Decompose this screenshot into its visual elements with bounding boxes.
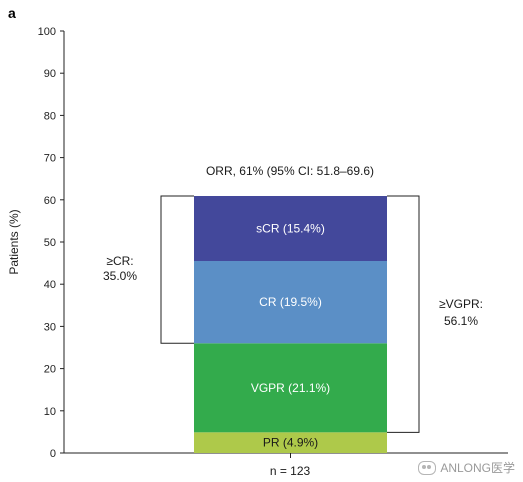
- y-tick-label: 100: [38, 26, 56, 38]
- stacked-bar: PR (4.9%) VGPR (21.1%) CR (19.5%) sCR (15.4…: [194, 196, 387, 458]
- bar-segment-label-scr: sCR (15.4%): [256, 221, 325, 235]
- y-axis-label: Patients (%): [7, 209, 21, 274]
- y-tick-label: 0: [50, 448, 56, 460]
- wechat-icon: [418, 460, 437, 475]
- vgpr-bracket: [387, 195, 420, 433]
- bar-segment-pr: [194, 432, 387, 453]
- category-label: n = 123: [270, 464, 311, 478]
- panel-label: a: [8, 5, 16, 21]
- y-tick-label: 20: [44, 364, 56, 376]
- cr-bracket: [160, 195, 194, 344]
- y-tick-label: 60: [44, 195, 56, 207]
- y-tick-label: 80: [44, 110, 56, 122]
- watermark-text: ANLONG医学: [440, 461, 515, 475]
- y-tick-label: 40: [44, 279, 56, 291]
- brackets: [160, 195, 420, 433]
- y-tick-label: 70: [44, 153, 56, 165]
- bar-segment-cr: [194, 260, 387, 344]
- watermark: ANLONG医学: [418, 459, 515, 476]
- bar-segment-label-cr: CR (19.5%): [259, 295, 322, 309]
- bar-segment-scr: [194, 196, 387, 261]
- orr-annotation: ORR, 61% (95% CI: 51.8–69.6): [206, 164, 374, 178]
- y-tick-label: 90: [44, 68, 56, 80]
- bar-segment-label-pr: PR (4.9%): [263, 436, 318, 450]
- y-tick-label: 50: [44, 237, 56, 249]
- cr-bracket-label-line2: 35.0%: [103, 269, 137, 283]
- vgpr-bracket-label-line1: ≥VGPR:: [439, 297, 483, 311]
- vgpr-bracket-label-line2: 56.1%: [444, 314, 478, 328]
- bar-segment-vgpr: [194, 343, 387, 433]
- y-tick-label: 10: [44, 406, 56, 418]
- cr-bracket-label-line1: ≥CR:: [106, 254, 133, 268]
- y-tick-label: 30: [44, 321, 56, 333]
- bar-segment-label-vgpr: VGPR (21.1%): [251, 381, 330, 395]
- y-axis: 0 10 20 30 40 50 60 70 80 90 100: [38, 26, 508, 460]
